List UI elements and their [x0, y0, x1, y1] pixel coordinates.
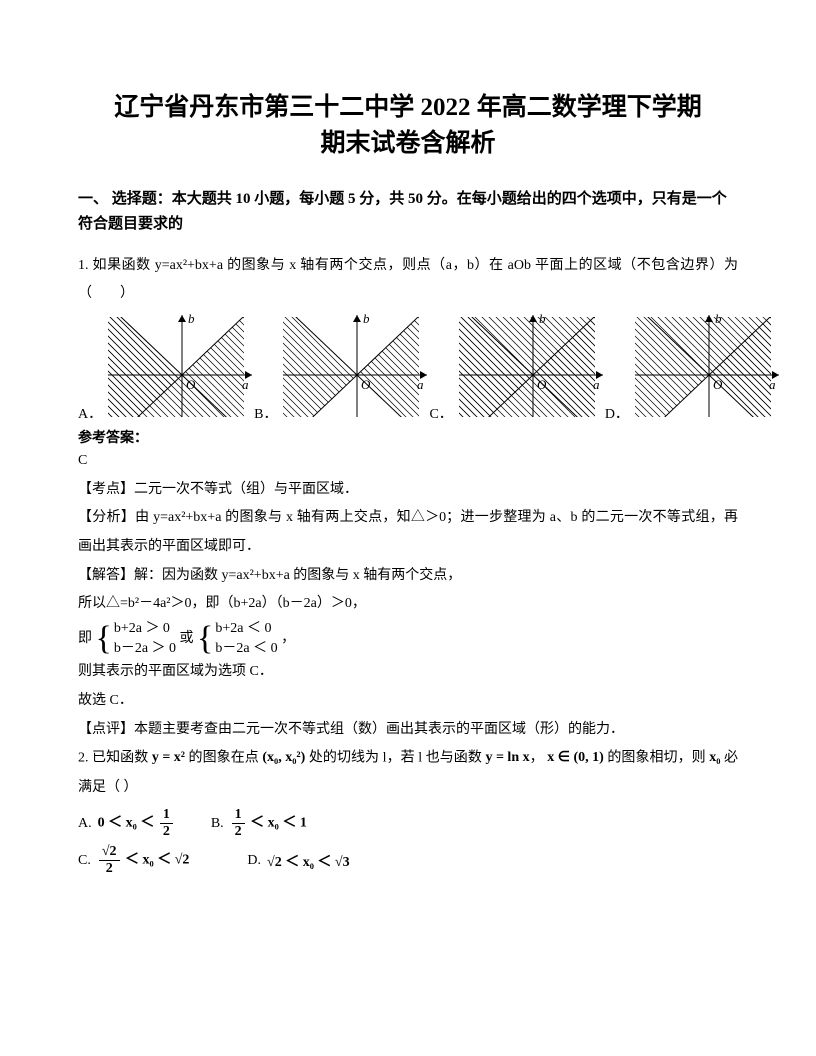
section-1-heading: 一、 选择题：本大题共 10 小题，每小题 5 分，共 50 分。在每小题给出的…	[78, 187, 738, 238]
svg-text:O: O	[537, 377, 547, 392]
svg-text:O: O	[361, 377, 371, 392]
svg-text:b: b	[363, 313, 370, 326]
q1-opt-b-label: B．	[254, 403, 279, 423]
svg-text:O: O	[713, 377, 723, 392]
svg-text:b: b	[715, 313, 722, 326]
q2-d: ，	[530, 751, 548, 766]
svg-text:O: O	[186, 377, 196, 392]
q1-opt-a-label: A．	[78, 403, 104, 423]
sys1-row1: b+2a ＞ 0	[114, 619, 176, 639]
fenxi: 【分析】由 y=ax²+bx+a 的图象与 x 轴有两上交点，知△＞0；进一步整…	[78, 504, 738, 561]
sys1-row2: b－2a ＞ 0	[114, 639, 176, 659]
sys2-row2: b－2a ＜ 0	[215, 639, 277, 659]
svg-text:a: a	[417, 377, 424, 392]
q2-a-expr: 0 ＜ x₀ ＜ 12	[98, 808, 175, 839]
q2-eq1: y = x²	[152, 744, 185, 773]
q2-d-label: D.	[247, 853, 261, 869]
q2-b-label: B.	[211, 816, 224, 832]
svg-text:a: a	[242, 377, 249, 392]
jieda-3: 则其表示的平面区域为选项 C．	[78, 658, 738, 687]
q2-a-label: A.	[78, 816, 92, 832]
kaodian: 【考点】二元一次不等式（组）与平面区域．	[78, 476, 738, 505]
title-line1: 辽宁省丹东市第三十二中学 2022 年高二数学理下学期	[114, 94, 702, 121]
sys-tail: ，	[281, 631, 295, 646]
q2-d-expr: √2 ＜ x₀ ＜ √3	[267, 851, 350, 871]
sys-or: 或	[180, 631, 194, 646]
system-2: { b+2a ＜ 0 b－2a ＜ 0	[197, 619, 278, 658]
system-1: { b+2a ＞ 0 b－2a ＞ 0	[96, 619, 177, 658]
svg-text:a: a	[593, 377, 600, 392]
sys-lead: 即	[78, 631, 92, 646]
jieda-1: 【解答】解：因为函数 y=ax²+bx+a 的图象与 x 轴有两个交点，	[78, 562, 738, 591]
q2-domain: x ∈ (0, 1)	[547, 744, 604, 773]
q2-c-label: C.	[78, 853, 91, 869]
q1-chart-b: b a O	[279, 313, 429, 423]
svg-text:b: b	[539, 313, 546, 326]
title-line2: 期末试卷含解析	[320, 130, 495, 157]
q2-opts-row2: C. √22 ＜ x₀ ＜ √2 D. √2 ＜ x₀ ＜ √3	[78, 845, 738, 876]
svg-text:b: b	[188, 313, 195, 326]
q1-stem: 1. 如果函数 y=ax²+bx+a 的图象与 x 轴有两个交点，则点（a，b）…	[78, 252, 738, 309]
q1-chart-c: b a O	[455, 313, 605, 423]
q1-opt-d-label: D．	[605, 403, 631, 423]
answer-letter: C	[78, 447, 738, 476]
q2-e: 的图象相切，则	[604, 751, 709, 766]
q1-chart-d: b a O	[631, 313, 781, 423]
q2-point: (x₀, x₀²)	[262, 744, 305, 773]
jieda-4: 故选 C．	[78, 687, 738, 716]
q1-opt-c-label: C．	[429, 403, 454, 423]
q2-stem: 2. 已知函数 y = x² 的图象在点 (x₀, x₀²) 处的切线为 l，若…	[78, 744, 738, 802]
q2-eq2: y = ln x	[485, 744, 529, 773]
q1-chart-a: b a O	[104, 313, 254, 423]
dianping: 【点评】本题主要考查由二元一次不等式组（数）画出其表示的平面区域（形）的能力．	[78, 716, 738, 745]
q2-a: 2. 已知函数	[78, 751, 152, 766]
q1-options-row: A． b a O B． b a O C． b a O D． b a O	[78, 313, 738, 423]
svg-text:a: a	[769, 377, 776, 392]
q2-b-expr: 12 ＜ x₀ ＜ 1	[230, 808, 307, 839]
q2-c: 处的切线为 l，若 l 也与函数	[305, 751, 485, 766]
q2-b: 的图象在点	[185, 751, 262, 766]
sys2-row1: b+2a ＜ 0	[215, 619, 277, 639]
q2-opts-row1: A. 0 ＜ x₀ ＜ 12 B. 12 ＜ x₀ ＜ 1	[78, 808, 738, 839]
q2-var: x₀	[709, 744, 720, 773]
answer-heading: 参考答案：	[78, 427, 738, 447]
q2-c-expr: √22 ＜ x₀ ＜ √2	[97, 845, 190, 876]
page-title: 辽宁省丹东市第三十二中学 2022 年高二数学理下学期 期末试卷含解析	[78, 90, 738, 163]
inequality-systems: 即 { b+2a ＞ 0 b－2a ＞ 0 或 { b+2a ＜ 0 b－2a …	[78, 619, 738, 658]
jieda-2: 所以△=b²－4a²＞0，即（b+2a）（b－2a）＞0，	[78, 590, 738, 619]
